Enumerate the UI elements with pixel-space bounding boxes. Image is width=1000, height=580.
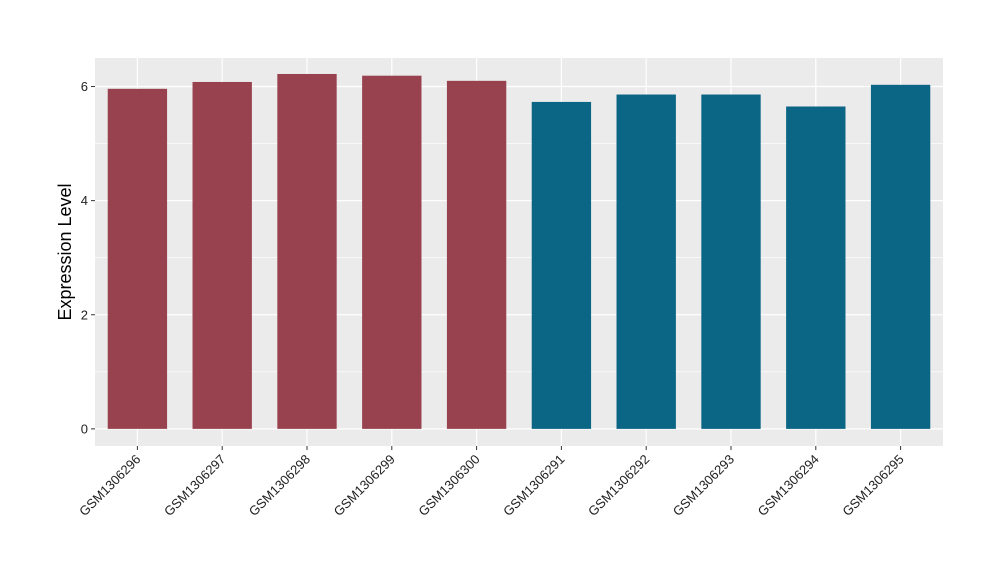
y-axis-title: Expression Level bbox=[55, 183, 75, 320]
x-tick-label: GSM1306292 bbox=[585, 452, 652, 519]
bars bbox=[107, 73, 931, 429]
bar-GSM1306293 bbox=[701, 94, 761, 429]
bar-GSM1306298 bbox=[277, 73, 337, 429]
x-tick-label: GSM1306293 bbox=[670, 452, 737, 519]
x-axis: GSM1306296 GSM1306297 GSM1306298 GSM1306299… bbox=[76, 446, 907, 519]
y-axis: 0 2 4 6 bbox=[81, 79, 95, 436]
y-tick-label: 0 bbox=[81, 421, 88, 436]
bar-GSM1306292 bbox=[616, 94, 676, 429]
x-tick-label: GSM1306296 bbox=[76, 452, 143, 519]
x-tick-label: GSM1306291 bbox=[500, 452, 567, 519]
y-tick-label: 2 bbox=[81, 307, 88, 322]
x-tick-label: GSM1306300 bbox=[415, 452, 482, 519]
x-tick-label: GSM1306297 bbox=[161, 452, 228, 519]
bar-GSM1306297 bbox=[192, 81, 252, 429]
bar-GSM1306296 bbox=[107, 88, 168, 429]
bar-GSM1306295 bbox=[870, 84, 931, 429]
x-tick-label: GSM1306298 bbox=[246, 452, 313, 519]
x-tick-label: GSM1306295 bbox=[839, 452, 906, 519]
bar-GSM1306299 bbox=[362, 75, 422, 429]
bar-GSM1306294 bbox=[786, 106, 846, 429]
y-tick-label: 4 bbox=[81, 193, 88, 208]
x-tick-label: GSM1306299 bbox=[331, 452, 398, 519]
bar-GSM1306291 bbox=[531, 101, 592, 429]
y-tick-label: 6 bbox=[81, 79, 88, 94]
x-tick-label: GSM1306294 bbox=[755, 452, 822, 519]
bar-GSM1306300 bbox=[446, 80, 507, 429]
